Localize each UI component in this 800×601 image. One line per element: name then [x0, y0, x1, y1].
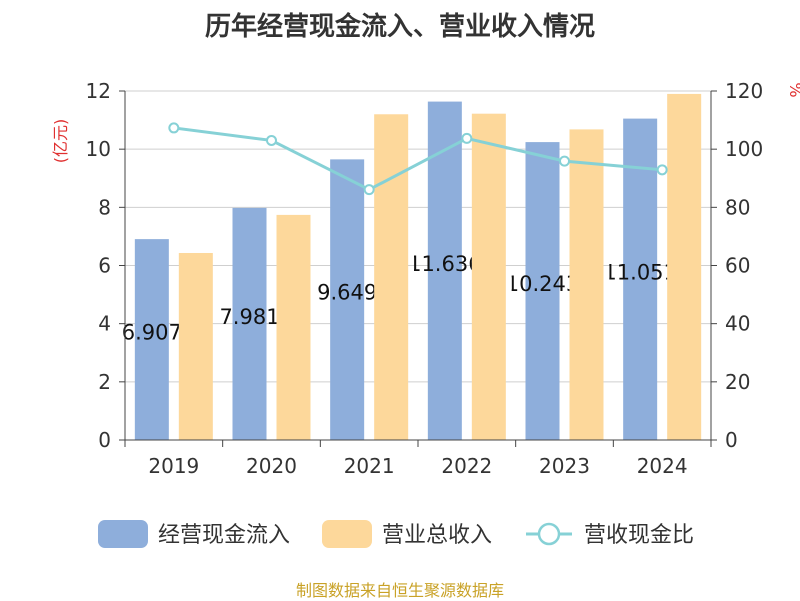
bar-cash-inflow: [623, 118, 658, 440]
bar-cash-inflow: [134, 239, 169, 440]
y-tick-label-left: 10: [86, 137, 111, 161]
y-tick-label-right: 120: [725, 79, 763, 103]
y-tick-label-right: 60: [725, 254, 750, 278]
y-tick-label-right: 20: [725, 370, 750, 394]
y-axis-right-label: %: [786, 82, 800, 97]
legend-label: 经营现金流入: [158, 523, 290, 548]
data-labels: 6.907 7.981 9.649 11.636 10.243 11.051: [122, 252, 676, 345]
y-tick-label-right: 40: [725, 312, 750, 336]
y-tick-label-left: 2: [98, 370, 111, 394]
chart-title: 历年经营现金流入、营业收入情况: [204, 12, 595, 42]
data-label: 11.051: [603, 260, 676, 284]
bar-revenue: [667, 93, 702, 441]
bar-revenue: [471, 113, 506, 440]
y-axis-left-label: (亿元): [51, 119, 70, 164]
legend-marker: [537, 522, 561, 546]
y-tick-label-left: 12: [86, 79, 111, 103]
y-tick-label-left: 6: [98, 254, 111, 278]
bar-revenue: [374, 114, 409, 441]
y-tick-label-right: 100: [725, 137, 763, 161]
bar-cash-inflow: [232, 207, 267, 440]
ratio-point: [266, 134, 277, 146]
bar-cash-inflow: [427, 101, 462, 440]
ratio-point: [363, 184, 375, 196]
data-label: 7.981: [219, 305, 279, 329]
data-label: 10.243: [506, 272, 579, 296]
bar-revenue: [178, 252, 213, 440]
y-tick-label-left: 4: [98, 312, 111, 336]
legend-swatch: [98, 520, 148, 548]
y-tick-label-right: 80: [725, 195, 750, 219]
legend-label: 营业总收入: [382, 523, 492, 548]
ratio-point: [559, 155, 570, 167]
data-label: 6.907: [122, 321, 182, 345]
axes: 0 2 4 6 8 10 12 (亿元) 0 20 40 60 80 100 120% 2019 2020 202…: [51, 79, 800, 478]
x-tick-label: 2019: [148, 454, 199, 478]
ratio-point: [656, 164, 668, 176]
bar-cash-inflow: [525, 142, 560, 440]
source-note: 制图数据来自恒生聚源数据库: [295, 581, 504, 600]
bar-revenue: [276, 214, 311, 440]
y-tick-label-left: 0: [98, 428, 111, 452]
ratio-point: [461, 132, 473, 144]
x-tick-label: 2020: [246, 454, 297, 478]
bar-cash-inflow: [330, 159, 365, 440]
bars: [134, 93, 702, 441]
ratio-point: [168, 122, 180, 134]
bar-revenue: [569, 129, 604, 440]
x-tick-label: 2021: [344, 454, 395, 478]
legend-swatch: [322, 520, 372, 548]
x-tick-label: 2023: [539, 454, 590, 478]
legend-label: 营收现金比: [584, 523, 694, 548]
x-tick-label: 2024: [637, 454, 688, 478]
ratio-line-path: [173, 126, 663, 192]
legend: 经营现金流入 营业总收入 营收现金比: [98, 520, 694, 548]
ratio-line: [168, 122, 668, 196]
data-label: 11.636: [408, 252, 481, 276]
y-tick-label-right: 0: [725, 428, 738, 452]
y-tick-label-left: 8: [98, 195, 111, 219]
x-tick-label: 2022: [441, 454, 492, 478]
data-label: 9.649: [317, 281, 377, 305]
